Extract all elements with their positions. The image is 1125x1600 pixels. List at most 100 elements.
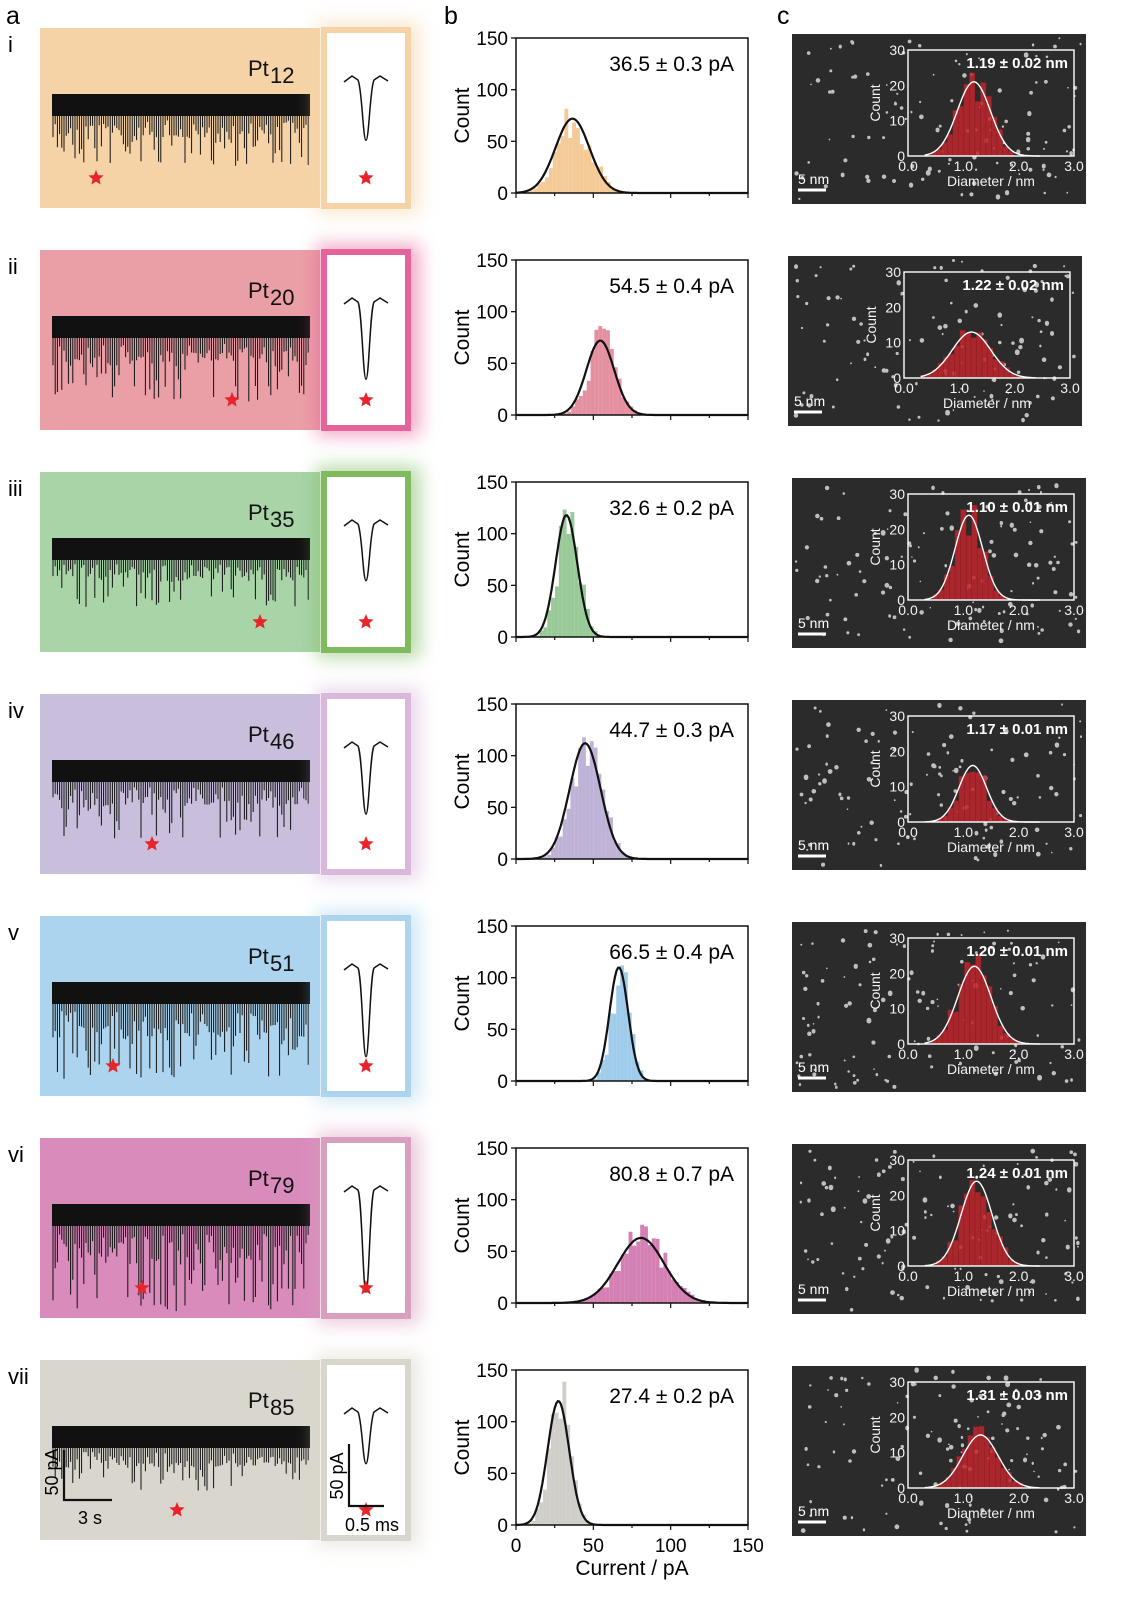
event-spikes xyxy=(52,1226,309,1311)
tem-particles xyxy=(795,929,1081,1089)
hist-bar xyxy=(613,367,618,415)
event-trace xyxy=(343,75,389,142)
tem-x-axis-label: Diameter / nm xyxy=(943,395,1031,411)
hist-bar xyxy=(605,1287,610,1303)
hist-bar xyxy=(574,1480,578,1525)
hist-bar xyxy=(612,840,617,859)
hist-bar xyxy=(609,817,613,859)
tem-y-axis-label: Count xyxy=(867,750,883,787)
y-tick-label: 150 xyxy=(476,473,508,494)
hist-bar xyxy=(597,773,602,859)
hist-bar xyxy=(598,326,603,415)
tem-x-tick-label: 3.0 xyxy=(1064,1046,1084,1062)
y-tick-label: 150 xyxy=(476,695,508,716)
tem-y-tick-label: 30 xyxy=(885,264,901,280)
hist-bar xyxy=(616,1270,621,1303)
hist-bar xyxy=(628,1231,633,1303)
hist-bar xyxy=(535,635,540,637)
event-spikes xyxy=(52,782,309,839)
tem-x-tick-label: 3.0 xyxy=(1060,380,1080,396)
event-panel-star xyxy=(358,1502,374,1517)
hist-bar xyxy=(627,1012,632,1081)
tem-x-tick-label: 1.0 xyxy=(950,380,970,396)
hist-bar xyxy=(558,836,563,859)
row-label: ii xyxy=(8,254,18,279)
tem-y-tick-label: 10 xyxy=(889,113,905,129)
hist-annotation: 36.5 ± 0.3 pA xyxy=(609,53,734,76)
y-tick-label: 50 xyxy=(487,354,508,375)
y-tick-label: 0 xyxy=(497,1072,508,1093)
hist-annotation: 66.5 ± 0.4 pA xyxy=(609,941,734,964)
tem-y-tick-label: 30 xyxy=(889,42,905,58)
tem-x-axis-label: Diameter / nm xyxy=(947,1061,1035,1077)
hist-bar xyxy=(566,808,571,859)
hist-bar xyxy=(552,151,557,193)
tem-x-tick-label: 3.0 xyxy=(1064,1490,1084,1506)
cluster-subscript: 79 xyxy=(270,1173,294,1198)
tem-x-axis-label: Diameter / nm xyxy=(947,173,1035,189)
hist-y-axis-label: Count xyxy=(451,87,474,143)
cluster-subscript: 35 xyxy=(270,507,294,532)
hist-bar xyxy=(543,1489,547,1525)
tem-y-tick-label: 0 xyxy=(897,592,905,608)
hist-x-axis-label: Current / pA xyxy=(575,1557,688,1580)
row-label: v xyxy=(8,920,19,945)
hist-annotation: 80.8 ± 0.7 pA xyxy=(609,1163,734,1186)
tem-x-tick-label: 3.0 xyxy=(1064,1268,1084,1284)
hist-bar xyxy=(640,1224,645,1303)
trace-scale-current: 50 pA xyxy=(42,1448,62,1495)
hist-bar xyxy=(537,183,542,193)
tem-hist-bar xyxy=(964,772,971,823)
event-trace xyxy=(343,1185,389,1293)
hist-bar xyxy=(558,525,563,637)
baseline-noise xyxy=(52,1204,310,1226)
hist-bar xyxy=(582,390,587,415)
hist-bar xyxy=(562,1381,567,1525)
tem-hist-bar xyxy=(986,985,993,1045)
hist-bar xyxy=(636,1241,641,1303)
hist-bar xyxy=(581,1514,586,1525)
hist-bar xyxy=(533,188,538,193)
tem-y-tick-label: 20 xyxy=(889,1409,905,1425)
tem-inset-frame xyxy=(907,493,1075,601)
hist-bar xyxy=(604,1054,609,1081)
tem-hist-bar xyxy=(976,547,983,601)
hist-bar xyxy=(616,985,621,1081)
trace-scale-time: 3 s xyxy=(78,1508,102,1528)
hist-bar xyxy=(606,330,610,415)
hist-bar xyxy=(545,177,549,193)
hist-bar xyxy=(554,1412,559,1525)
hist-bar xyxy=(590,350,595,415)
event-panel-star xyxy=(358,170,374,185)
tem-scale-label: 5 nm xyxy=(798,1281,829,1297)
row-v: v Pt 51 0 50 100 150 Count 66.5 ± 0.4 pA 5 nm 0 10 2… xyxy=(8,910,1086,1102)
event-trace xyxy=(343,519,389,582)
hist-bar xyxy=(609,348,614,415)
baseline-noise xyxy=(52,760,310,782)
hist-bar xyxy=(587,145,592,193)
tem-y-tick-label: 20 xyxy=(889,743,905,759)
hist-bar xyxy=(541,181,546,193)
cluster-label: Pt xyxy=(248,1388,269,1413)
y-tick-label: 0 xyxy=(497,406,508,427)
tem-hist-bar xyxy=(954,345,961,379)
tem-x-tick-label: 0.0 xyxy=(898,158,918,174)
tem-x-tick-label: 2.0 xyxy=(1009,602,1029,618)
event-panel-star xyxy=(358,1280,374,1295)
y-tick-label: 0 xyxy=(497,1516,508,1537)
tem-hist-bar xyxy=(974,101,981,157)
row-iv: iv Pt 46 0 50 100 150 Count 44.7 ± 0.3 pA 5 nm 0 10… xyxy=(8,688,1086,880)
tem-y-tick-label: 0 xyxy=(897,1258,905,1274)
tem-hist-bar xyxy=(965,535,972,601)
x-tick-label: 100 xyxy=(655,1536,687,1557)
tem-hist-bar xyxy=(953,800,960,823)
event-star xyxy=(144,836,160,851)
tem-scale-label: 5 nm xyxy=(798,1059,829,1075)
tem-hist-bar xyxy=(969,72,976,157)
event-star xyxy=(224,392,240,407)
y-tick-label: 50 xyxy=(487,798,508,819)
hist-annotation: 54.5 ± 0.4 pA xyxy=(609,275,734,298)
tem-x-tick-label: 3.0 xyxy=(1064,824,1084,840)
